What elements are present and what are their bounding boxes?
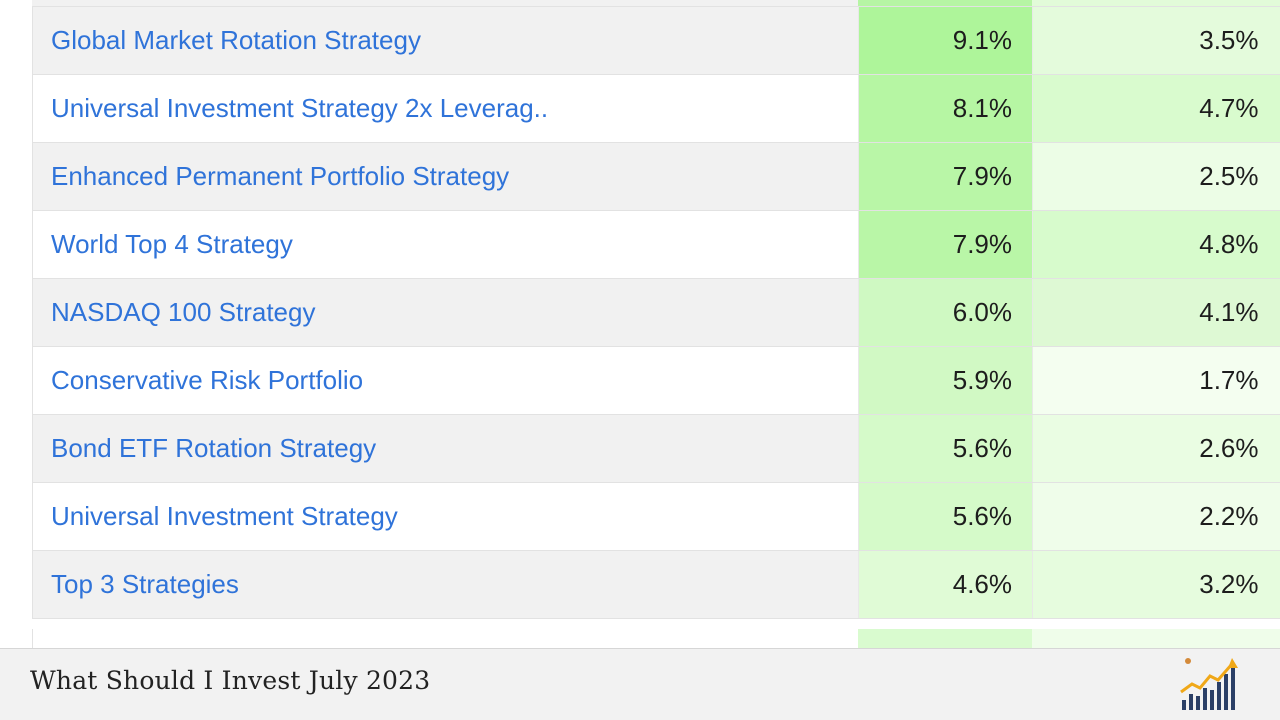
return-value-cell: 6.0% — [858, 278, 1033, 347]
next-row-edge — [32, 629, 1280, 648]
secondary-value-cell: 2.5% — [1032, 142, 1280, 211]
strategy-name-link[interactable]: World Top 4 Strategy — [32, 210, 859, 279]
return-value-cell: 8.1% — [858, 74, 1033, 143]
strategy-name-link[interactable]: NASDAQ 100 Strategy — [32, 278, 859, 347]
strategy-name-link[interactable]: Global Market Rotation Strategy — [32, 6, 859, 75]
strategy-name-link[interactable]: Enhanced Permanent Portfolio Strategy — [32, 142, 859, 211]
secondary-value-cell: 3.2% — [1032, 550, 1280, 619]
return-value-cell: 9.1% — [858, 6, 1033, 75]
footer-bar: What Should I Invest July 2023 — [0, 648, 1280, 720]
table-row: Enhanced Permanent Portfolio Strategy 7.9… — [32, 142, 1280, 211]
secondary-value-cell: 1.7% — [1032, 346, 1280, 415]
table-viewport: Global Market Rotation Strategy 9.1% 3.5% U… — [32, 0, 1280, 648]
strategy-performance-table: Global Market Rotation Strategy 9.1% 3.5% U… — [32, 6, 1280, 619]
return-value-cell: 5.6% — [858, 414, 1033, 483]
secondary-value-cell: 4.7% — [1032, 74, 1280, 143]
footer-title: What Should I Invest July 2023 — [30, 666, 431, 695]
table-row: Top 3 Strategies 4.6% 3.2% — [32, 550, 1280, 619]
table-row: Bond ETF Rotation Strategy 5.6% 2.6% — [32, 414, 1280, 483]
strategy-name-link[interactable]: Universal Investment Strategy 2x Leverag… — [32, 74, 859, 143]
secondary-value-cell: 2.6% — [1032, 414, 1280, 483]
strategy-name-link[interactable]: Universal Investment Strategy — [32, 482, 859, 551]
table-row: World Top 4 Strategy 7.9% 4.8% — [32, 210, 1280, 279]
growth-chart-logo-icon — [1180, 658, 1238, 710]
return-value-cell: 4.6% — [858, 550, 1033, 619]
table-row: Universal Investment Strategy 2x Leverag… — [32, 74, 1280, 143]
secondary-value-cell: 3.5% — [1032, 6, 1280, 75]
return-value-cell: 5.6% — [858, 482, 1033, 551]
return-value-cell: 7.9% — [858, 142, 1033, 211]
strategy-name-link[interactable]: Top 3 Strategies — [32, 550, 859, 619]
table-row: NASDAQ 100 Strategy 6.0% 4.1% — [32, 278, 1280, 347]
secondary-value-cell: 2.2% — [1032, 482, 1280, 551]
secondary-value-cell: 4.1% — [1032, 278, 1280, 347]
table-row: Universal Investment Strategy 5.6% 2.2% — [32, 482, 1280, 551]
secondary-value-cell: 4.8% — [1032, 210, 1280, 279]
strategy-name-link[interactable]: Bond ETF Rotation Strategy — [32, 414, 859, 483]
return-value-cell: 7.9% — [858, 210, 1033, 279]
table-row: Conservative Risk Portfolio 5.9% 1.7% — [32, 346, 1280, 415]
table-row: Global Market Rotation Strategy 9.1% 3.5% — [32, 6, 1280, 75]
return-value-cell: 5.9% — [858, 346, 1033, 415]
strategy-name-link[interactable]: Conservative Risk Portfolio — [32, 346, 859, 415]
